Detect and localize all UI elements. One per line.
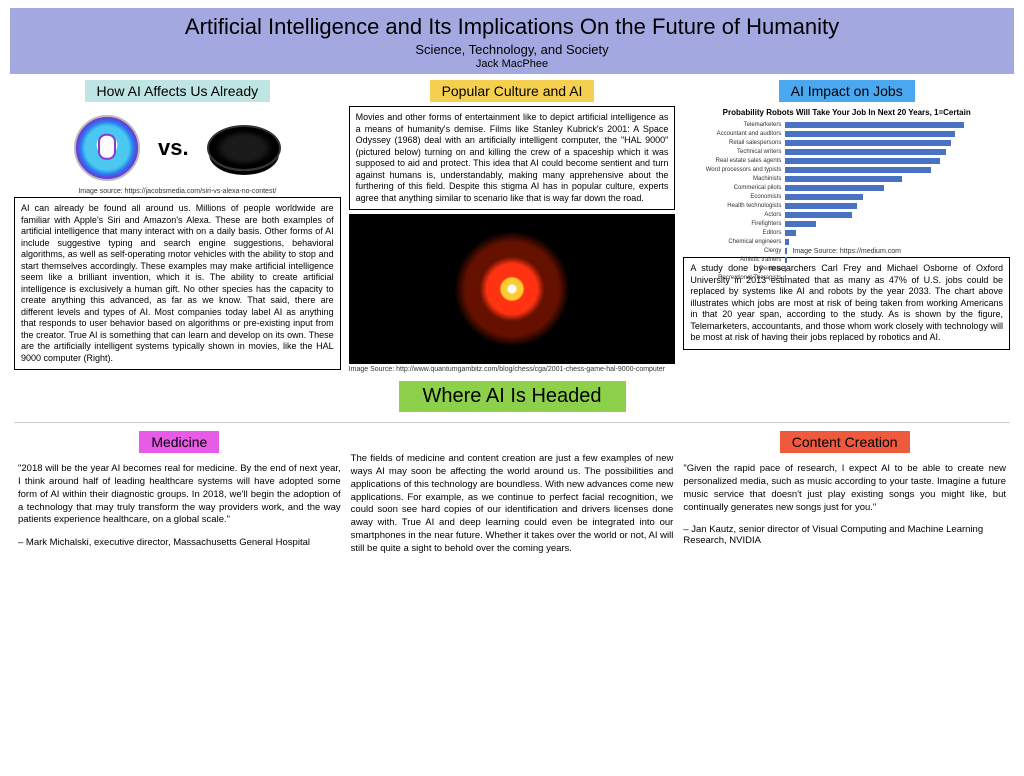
bar (785, 194, 862, 200)
chart-bar-row: Recreational Therapists (689, 274, 980, 281)
bar-label: Commerical pilots (689, 185, 781, 191)
chart-bar-row: Technical writers (689, 148, 980, 155)
siri-caption: Image source: https://jacobsmedia.com/si… (78, 188, 276, 195)
bar (785, 131, 954, 137)
bar-label: Telemarketers (689, 122, 781, 128)
col-content-creation: Content Creation "Given the rapid pace o… (683, 431, 1006, 556)
bar (785, 122, 963, 128)
bar (785, 167, 931, 173)
bar-label: Machinists (689, 176, 781, 182)
bar-label: Accountant and auditors (689, 131, 781, 137)
label-medicine: Medicine (139, 431, 219, 453)
bar (785, 257, 786, 263)
bar (785, 248, 786, 254)
chart-bar-row: Retail salespersons (689, 139, 980, 146)
bar (785, 221, 816, 227)
bar (785, 239, 789, 245)
chart-bars: Telemarketers Accountant and auditors Reta… (683, 119, 1010, 283)
poster-author: Jack MacPhee (10, 58, 1014, 70)
medicine-attrib: – Mark Michalski, executive director, Ma… (18, 537, 341, 548)
chart-bar-row: Firefighters (689, 220, 980, 227)
chart-bar-row: Actors (689, 211, 980, 218)
label-ai-jobs: AI Impact on Jobs (779, 80, 915, 102)
chart-bar-row: Editors (689, 229, 980, 236)
chart-bar-row: Health technologists (689, 202, 980, 209)
content-quote: "Given the rapid pace of research, I exp… (683, 463, 1006, 514)
hal-caption: Image Source: http://www.quantumgambitz.… (349, 366, 665, 373)
poster-subtitle: Science, Technology, and Society (10, 42, 1014, 57)
jobs-probability-chart: Probability Robots Will Take Your Job In… (683, 106, 1010, 246)
bar-label: Economists (689, 194, 781, 200)
hal9000-image (349, 214, 676, 364)
bar-label: Retail salespersons (689, 140, 781, 146)
col-center: The fields of medicine and content creat… (351, 431, 674, 556)
bar (785, 176, 902, 182)
bar (785, 230, 796, 236)
bar-label: Athletic trainers (689, 257, 781, 263)
bar-label: Clergy (689, 248, 781, 254)
bar-label: Editors (689, 230, 781, 236)
siri-icon (74, 115, 140, 181)
content-attrib: – Jan Kautz, senior director of Visual C… (683, 524, 1006, 546)
bar-label: Technical writers (689, 149, 781, 155)
center-body: The fields of medicine and content creat… (351, 453, 674, 556)
chart-bar-row: Chemical engineers (689, 238, 980, 245)
poster-title: Artificial Intelligence and Its Implicat… (10, 14, 1014, 40)
chart-bar-row: Real estate sales agents (689, 157, 980, 164)
bar-label: Health technologists (689, 203, 781, 209)
chart-bar-row: Athletic trainers (689, 256, 980, 263)
bar (785, 140, 951, 146)
bar-label: Word processors and typists (689, 167, 781, 173)
chart-bar-row: Economists (689, 193, 980, 200)
col-popular-culture: Popular Culture and AI Movies and other … (349, 80, 676, 416)
chart-bar-row: Machinists (689, 175, 980, 182)
bar (785, 158, 940, 164)
echo-icon (207, 125, 281, 171)
bar (785, 185, 884, 191)
chart-bar-row: Commerical pilots (689, 184, 980, 191)
bar (785, 203, 857, 209)
bar-label: Firefighters (689, 221, 781, 227)
chart-bar-row: Clergy (689, 247, 980, 254)
chart-bar-row: Word processors and typists (689, 166, 980, 173)
label-how-ai: How AI Affects Us Already (85, 80, 271, 102)
chart-bar-row: Dentists (689, 265, 980, 272)
bar (785, 212, 852, 218)
poster-header: Artificial Intelligence and Its Implicat… (10, 8, 1014, 74)
col-medicine: Medicine "2018 will be the year AI becom… (18, 431, 341, 556)
siri-vs-alexa-image: vs. (14, 110, 341, 186)
bar (785, 275, 786, 281)
bar-label: Chemical engineers (689, 239, 781, 245)
chart-bar-row: Telemarketers (689, 121, 980, 128)
bar-label: Actors (689, 212, 781, 218)
vs-text: vs. (158, 135, 189, 161)
label-content: Content Creation (780, 431, 910, 453)
bar-label: Dentists (689, 266, 781, 272)
medicine-quote: "2018 will be the year AI becomes real f… (18, 463, 341, 527)
bar-label: Real estate sales agents (689, 158, 781, 164)
chart-title: Probability Robots Will Take Your Job In… (683, 106, 1010, 119)
col-how-ai-affects: How AI Affects Us Already vs. Image sour… (14, 80, 341, 416)
col-ai-jobs: AI Impact on Jobs Probability Robots Wil… (683, 80, 1010, 416)
col2-body: Movies and other forms of entertainment … (349, 106, 676, 210)
top-columns: How AI Affects Us Already vs. Image sour… (0, 80, 1024, 416)
bar (785, 149, 945, 155)
label-pop-culture: Popular Culture and AI (430, 80, 595, 102)
bar (785, 266, 786, 272)
chart-bar-row: Accountant and auditors (689, 130, 980, 137)
bar-label: Recreational Therapists (689, 275, 781, 281)
bottom-columns: Medicine "2018 will be the year AI becom… (0, 423, 1024, 556)
label-where-headed: Where AI Is Headed (399, 381, 626, 412)
col1-body: AI can already be found all around us. M… (14, 197, 341, 370)
